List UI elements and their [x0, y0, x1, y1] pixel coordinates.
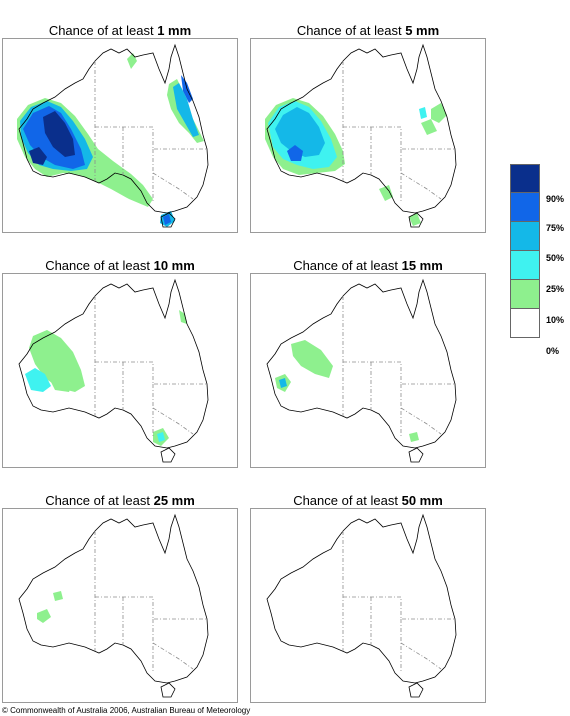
legend-label-10: 10% [546, 315, 565, 325]
legend-label-90: 90% [546, 194, 565, 204]
australia-map [250, 508, 486, 703]
map-panel-25mm: Chance of at least 25 mm [2, 490, 238, 703]
legend-swatch-90 [510, 164, 540, 193]
australia-map [250, 273, 486, 468]
panel-title: Chance of at least 50 mm [293, 493, 443, 508]
panel-title: Chance of at least 1 mm [48, 23, 192, 38]
map-panel-50mm: Chance of at least 50 mm [250, 490, 486, 703]
legend-label-75: 75% [546, 223, 565, 233]
legend-swatch-50 [510, 222, 540, 251]
panel-title: Chance of at least 10 mm [45, 258, 195, 273]
legend-swatch-25 [510, 251, 540, 280]
panel-title: Chance of at least 15 mm [293, 258, 443, 273]
legend-swatch-0 [510, 309, 540, 338]
map-panel-1mm: Chance of at least 1 mm [2, 20, 238, 233]
panel-title: Chance of at least 25 mm [45, 493, 195, 508]
panel-title: Chance of at least 5 mm [296, 23, 440, 38]
australia-map [2, 273, 238, 468]
australia-map [250, 38, 486, 233]
color-legend: 90% 75% 50% 25% 10% 0% [510, 164, 564, 356]
legend-label-25: 25% [546, 284, 565, 294]
legend-swatch-75 [510, 193, 540, 222]
copyright-footer: © Commonwealth of Australia 2006, Austra… [2, 706, 251, 715]
legend-label-50: 50% [546, 253, 565, 263]
legend-swatch-10 [510, 280, 540, 309]
map-panel-5mm: Chance of at least 5 mm [250, 20, 486, 233]
map-panel-10mm: Chance of at least 10 mm [2, 255, 238, 468]
legend-label-0: 0% [546, 346, 560, 356]
australia-map [2, 38, 238, 233]
map-panel-15mm: Chance of at least 15 mm [250, 255, 486, 468]
australia-map [2, 508, 238, 703]
